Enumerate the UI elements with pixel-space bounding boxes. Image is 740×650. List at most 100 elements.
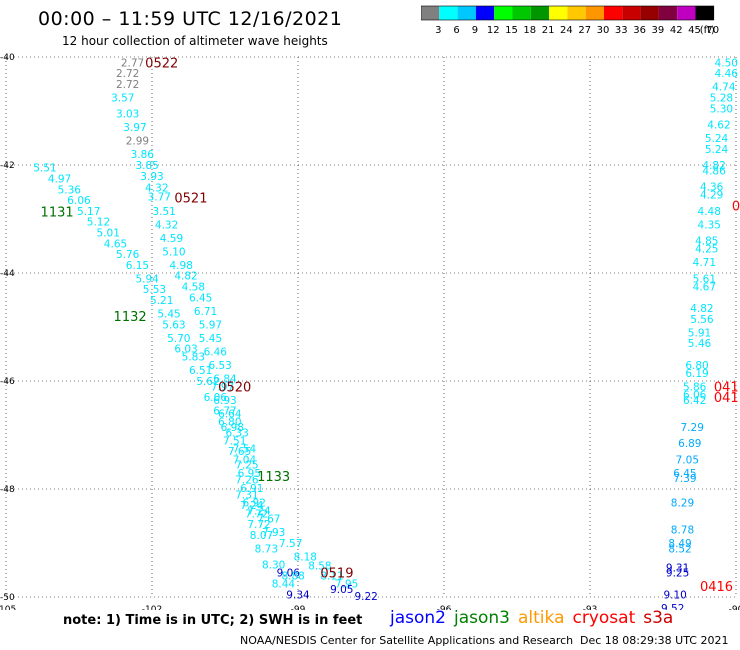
wave-height-label: 3.85 <box>135 160 158 172</box>
satellite-legend: jason2 jason3 altika cryosat s3a <box>390 608 681 628</box>
wave-height-label: 5.36 <box>58 184 82 196</box>
legend-entry-s3a: s3a <box>643 608 674 628</box>
color-scale-bar: 3 6 9 12 15 18 21 24 27 30 33 36 39 42 45 70(ft) <box>421 5 719 36</box>
wave-height-label: 5.53 <box>143 284 166 296</box>
wave-height-label: 2.77 <box>121 57 144 69</box>
wave-height-label: 9.10 <box>663 589 686 601</box>
color-scale-tick: 30 <box>597 25 610 36</box>
wave-height-label: 5.91 <box>688 327 711 339</box>
wave-height-label: 5.10 <box>162 246 185 258</box>
wave-height-label: 5.28 <box>710 93 733 105</box>
color-swatch <box>512 6 531 20</box>
wave-height-label: 7.39 <box>673 473 696 485</box>
wave-height-label: 2.72 <box>116 68 139 80</box>
wave-height-label: 8.07 <box>250 530 273 542</box>
color-scale-tick: 24 <box>560 25 573 36</box>
legend-entry-altika: altika <box>518 608 565 628</box>
color-swatch <box>567 6 586 20</box>
legend-entry-jason2: jason2 <box>390 608 446 628</box>
color-swatch <box>475 6 495 20</box>
color-scale-tick: 45 <box>688 25 701 36</box>
wave-height-label: 3.86 <box>131 149 155 161</box>
wave-height-label: 6.06 <box>204 392 228 404</box>
pass-number-label: 0 <box>732 200 740 215</box>
color-swatch <box>604 6 623 20</box>
wave-height-label: 7.51 <box>223 435 246 447</box>
wave-height-label: 7.67 <box>257 514 280 526</box>
wave-height-label: 4.29 <box>700 190 723 202</box>
color-swatch <box>677 6 696 20</box>
wave-height-label: 9.52 <box>661 603 684 610</box>
wave-height-label: 6.53 <box>208 360 231 372</box>
wave-height-label: 7.05 <box>676 454 699 466</box>
wave-height-label: 5.86 <box>683 381 707 393</box>
color-swatch <box>549 6 568 20</box>
wave-height-label: 7.93 <box>262 527 285 539</box>
y-tick-label: -46 <box>0 377 15 387</box>
color-scale-unit: (ft) <box>700 25 715 36</box>
wave-height-label: 4.82 <box>174 271 197 283</box>
wave-height-label: 7.65 <box>228 446 251 458</box>
wave-height-label: 8.58 <box>308 561 331 573</box>
wave-height-label: 6.92 <box>243 498 266 510</box>
wave-height-label: 8.29 <box>671 498 694 510</box>
color-swatch <box>658 6 678 20</box>
wave-height-label: 5.70 <box>167 333 190 345</box>
wave-height-label: 7.29 <box>681 422 704 434</box>
wave-height-label: 4.98 <box>170 260 193 272</box>
wave-height-label: 3.51 <box>152 206 175 218</box>
color-scale-tick: 70 <box>706 25 719 36</box>
wave-height-label: 2.99 <box>126 136 149 148</box>
color-swatch <box>530 6 550 20</box>
wave-height-label: 7.26 <box>235 474 259 486</box>
wave-height-label: 6.64 <box>218 408 242 420</box>
wave-height-label: 7.24 <box>247 506 271 518</box>
color-scale-tick: 27 <box>578 25 591 36</box>
color-swatch <box>494 6 513 20</box>
footer-note: note: 1) Time is in UTC; 2) SWH is in fe… <box>63 613 363 628</box>
wave-height-label: 6.71 <box>194 306 217 318</box>
wave-height-label: 9.06 <box>277 568 301 580</box>
wave-height-label: 7.95 <box>335 579 358 591</box>
wave-height-label: 4.35 <box>698 219 721 231</box>
wave-height-label: 8.44 <box>272 579 296 591</box>
pass-number-label: 041 <box>714 391 739 406</box>
wave-height-label: 3.03 <box>116 109 139 121</box>
x-tick-label: -99 <box>291 605 306 610</box>
wave-height-label: 8.78 <box>671 525 694 537</box>
wave-height-label: 4.97 <box>48 174 71 186</box>
wave-height-label: 6.84 <box>213 373 237 385</box>
wave-height-label: 9.34 <box>286 589 310 601</box>
wave-height-label: 6.33 <box>225 427 248 439</box>
color-scale-tick: 9 <box>472 25 478 36</box>
wave-height-label: 4.46 <box>715 68 739 80</box>
color-swatch <box>585 6 604 20</box>
wave-height-label: 4.74 <box>712 82 736 94</box>
wave-height-label: 4.65 <box>104 238 127 250</box>
wave-height-label: 6.80 <box>218 417 241 429</box>
wave-height-label: 6.91 <box>240 483 263 495</box>
wave-height-label: 5.24 <box>705 133 729 145</box>
wave-height-label: 5.01 <box>97 228 120 240</box>
wave-height-label: 9.31 <box>666 562 689 574</box>
color-scale-tick: 6 <box>453 25 459 36</box>
footer-date: Dec 18 08:29:38 UTC 2021 <box>580 634 729 647</box>
wave-height-label: 2.72 <box>116 79 139 91</box>
y-tick-label: -40 <box>0 53 15 63</box>
pass-number-label: 0521 <box>174 191 207 206</box>
wave-height-label: 5.45 <box>157 309 180 321</box>
wave-height-label: 3.57 <box>111 93 134 105</box>
color-swatch <box>457 6 476 20</box>
wave-height-label: 5.24 <box>705 144 729 156</box>
pass-number-label: 0519 <box>320 567 353 582</box>
wave-height-label: 5.76 <box>116 249 140 261</box>
footer-credit: NOAA/NESDIS Center for Satellite Applica… <box>240 634 574 647</box>
color-swatch <box>640 6 659 20</box>
wave-height-label: 7.31 <box>235 489 258 501</box>
color-scale-tick: 3 <box>435 25 441 36</box>
wave-height-label: 5.46 <box>688 338 712 350</box>
wave-height-label: 4.67 <box>693 282 716 294</box>
wave-height-label: 4.36 <box>700 182 724 194</box>
wave-height-label: 4.58 <box>182 282 205 294</box>
wave-height-label: 4.62 <box>707 120 730 132</box>
